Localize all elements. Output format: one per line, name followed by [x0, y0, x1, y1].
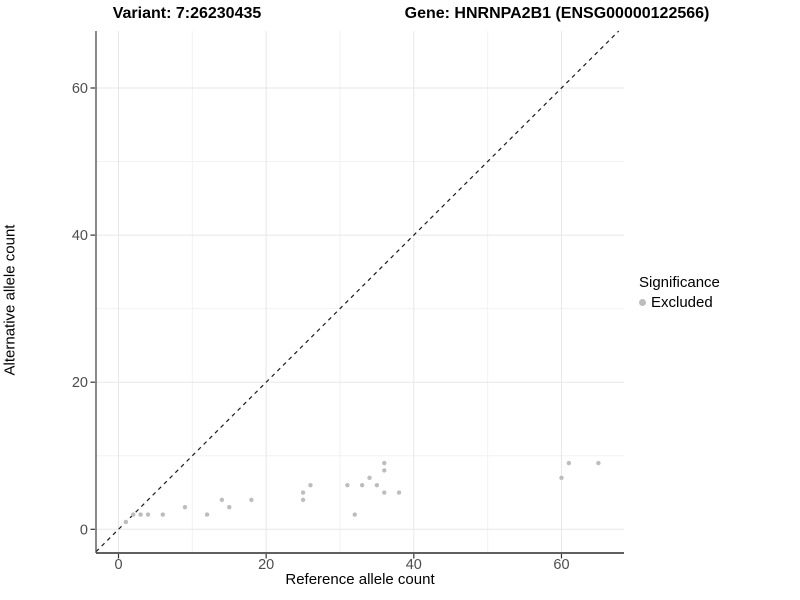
legend-item-excluded: Excluded [639, 294, 720, 311]
data-point [131, 512, 136, 517]
data-point [382, 490, 387, 495]
data-point [300, 497, 306, 503]
data-point [160, 512, 165, 517]
variant-title: Variant: 7:26230435 [112, 5, 262, 22]
data-point [374, 482, 380, 488]
data-point [345, 482, 350, 488]
data-point [596, 460, 601, 466]
identity-line [95, 30, 620, 553]
data-point [249, 497, 254, 503]
legend-item-label: Excluded [651, 294, 713, 311]
x-tick-label: 40 [406, 557, 422, 573]
data-point [145, 512, 151, 517]
data-point [382, 468, 387, 473]
data-point [359, 482, 365, 488]
y-tick-label: 40 [72, 228, 88, 244]
legend-title: Significance [639, 274, 720, 291]
data-point [566, 460, 572, 466]
data-point [123, 519, 129, 525]
data-point [300, 490, 306, 495]
legend: Significance Excluded [639, 274, 720, 311]
data-point [382, 460, 387, 466]
x-tick-label: 60 [553, 557, 569, 573]
x-tick-label: 0 [114, 557, 122, 573]
data-point [227, 505, 232, 510]
data-point [138, 512, 143, 517]
y-axis-title: Alternative allele count [1, 224, 19, 376]
data-point [396, 490, 402, 495]
x-axis-title: Reference allele count [285, 571, 435, 588]
y-tick-label: 60 [72, 81, 88, 97]
gene-title: Gene: HNRNPA2B1 (ENSG00000122566) [404, 5, 710, 22]
data-point [219, 497, 225, 503]
y-tick-label: 20 [72, 375, 88, 391]
data-point [367, 475, 372, 481]
data-point [204, 512, 210, 517]
legend-point-icon [639, 299, 646, 306]
data-point [182, 505, 188, 510]
data-point [559, 475, 564, 481]
data-point [352, 512, 357, 517]
x-tick-label: 20 [258, 557, 274, 573]
y-tick-label: 0 [80, 522, 88, 538]
data-point [308, 482, 313, 488]
